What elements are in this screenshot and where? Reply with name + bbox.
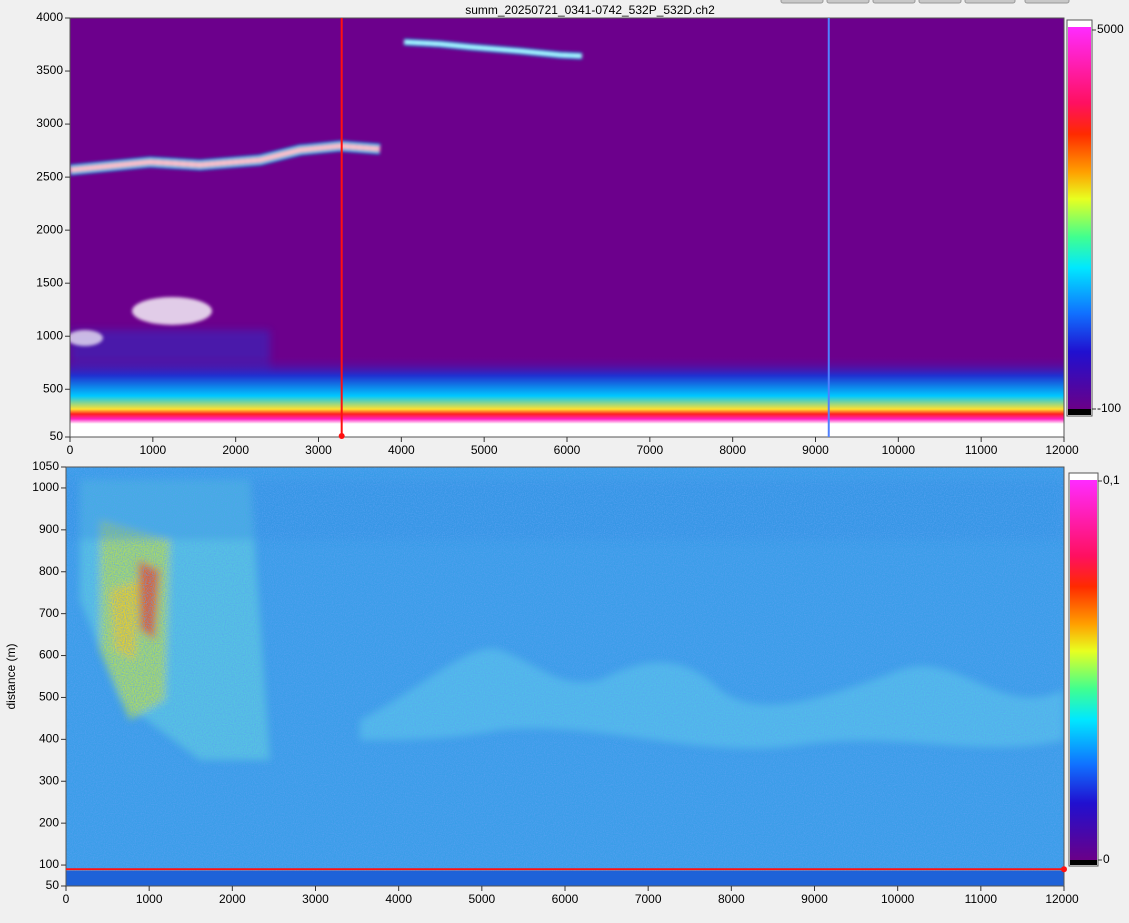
x-tick-label: 10000 [881, 892, 915, 906]
plot-title: summ_20250721_0341-0742_532P_532D.ch2 [465, 3, 715, 17]
x-tick-label: 4000 [385, 892, 412, 906]
y-axis-label: distance (m) [4, 643, 18, 709]
tool-button[interactable] [964, 0, 1016, 4]
tool-button[interactable] [918, 0, 962, 4]
y-tick-label: 200 [39, 815, 59, 829]
heatmap-top [70, 18, 1064, 437]
y-tick-label: 50 [46, 878, 60, 892]
y-tick-label: 1500 [36, 275, 63, 289]
x-tick-label: 8000 [718, 892, 745, 906]
y-tick-label: 500 [39, 690, 59, 704]
y-tick-label: 50 [50, 429, 64, 443]
colorbar-top [1066, 19, 1093, 417]
tool-button[interactable] [1024, 0, 1070, 4]
tool-button[interactable] [872, 0, 916, 4]
x-tick-label: 0 [67, 443, 74, 457]
y-tick-label: 700 [39, 606, 59, 620]
tool-button[interactable] [826, 0, 870, 4]
x-tick-label: 6000 [554, 443, 581, 457]
x-tick-label: 1000 [139, 443, 166, 457]
y-tick-label: 1000 [32, 480, 59, 494]
cursor-handle [338, 433, 345, 439]
colorbar-max-label: 0,1 [1103, 473, 1120, 487]
x-tick-label: 0 [63, 892, 70, 906]
x-tick-label: 12000 [1045, 892, 1079, 906]
y-tick-label: 600 [39, 648, 59, 662]
y-tick-label: 800 [39, 564, 59, 578]
y-tick-label: 900 [39, 522, 59, 536]
tool-button[interactable] [780, 0, 824, 4]
y-tick-label: 1000 [36, 328, 63, 342]
colorbar-min-label: 0 [1103, 852, 1110, 866]
y-tick-label: 500 [43, 381, 63, 395]
x-tick-label: 5000 [471, 443, 498, 457]
y-tick-label: 400 [39, 732, 59, 746]
toolbar [780, 0, 1070, 4]
heatmap-bottom [66, 467, 1064, 886]
y-tick-label: 2000 [36, 222, 63, 236]
y-tick-label: 4000 [36, 10, 63, 24]
x-tick-label: 8000 [719, 443, 746, 457]
y-tick-label: 3000 [36, 116, 63, 130]
x-tick-label: 5000 [468, 892, 495, 906]
x-tick-label: 7000 [635, 892, 662, 906]
x-tick-label: 12000 [1045, 443, 1079, 457]
y-tick-label: 2500 [36, 169, 63, 183]
y-tick-label: 3500 [36, 63, 63, 77]
colorbar-max-label: 5000 [1097, 22, 1124, 36]
x-tick-label: 11000 [965, 892, 998, 906]
colorbar-bottom [1068, 472, 1099, 867]
colorbar-min-label: -100 [1097, 401, 1121, 415]
x-tick-label: 1000 [136, 892, 163, 906]
x-tick-label: 6000 [552, 892, 579, 906]
x-tick-label: 2000 [219, 892, 246, 906]
x-tick-label: 3000 [302, 892, 329, 906]
y-tick-label: 100 [39, 857, 59, 871]
y-tick-label: 1050 [32, 459, 59, 473]
x-tick-label: 9000 [802, 443, 829, 457]
x-tick-label: 10000 [882, 443, 916, 457]
x-tick-label: 2000 [222, 443, 249, 457]
cursor-handle [1061, 866, 1067, 873]
x-tick-label: 7000 [636, 443, 663, 457]
x-tick-label: 11000 [965, 443, 998, 457]
y-tick-label: 300 [39, 773, 59, 787]
x-tick-label: 4000 [388, 443, 415, 457]
x-tick-label: 9000 [801, 892, 828, 906]
x-tick-label: 3000 [305, 443, 332, 457]
